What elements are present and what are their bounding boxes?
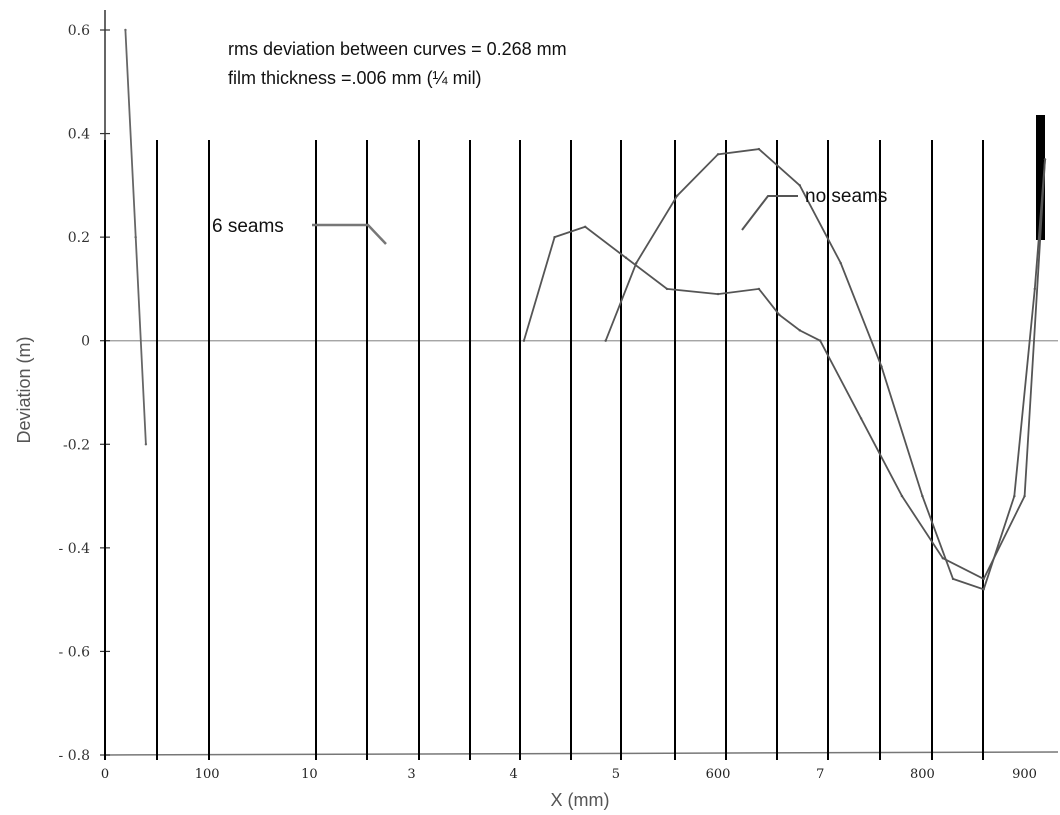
data-point [522, 339, 526, 342]
data-point [839, 261, 842, 265]
data-point [951, 577, 955, 581]
data-point [880, 365, 883, 368]
data-point [1043, 158, 1047, 161]
data-point [798, 329, 801, 332]
data-point [624, 256, 628, 260]
x-axis-line [104, 751, 1059, 756]
x-tick-label: 7 [816, 767, 824, 782]
x-tick-label: 0 [101, 767, 109, 782]
series-line [604, 148, 1046, 591]
data-point [859, 417, 863, 420]
y-tick-label: 0 [81, 334, 90, 350]
black-bar-mark [1036, 115, 1045, 240]
data-point [584, 225, 587, 228]
x-axis-label: X (mm) [551, 790, 610, 810]
labels: rms deviation between curves = 0.268 mm f… [14, 39, 887, 810]
data-point [716, 292, 720, 296]
data-point [1033, 287, 1036, 291]
data-point [798, 184, 801, 187]
data-point [553, 235, 556, 239]
series-label: 6 seams [212, 216, 284, 237]
curves [124, 28, 1047, 591]
data-point [757, 147, 761, 151]
series-label: no seams [805, 186, 887, 207]
data-point [124, 28, 127, 32]
x-tick-label: 800 [910, 767, 935, 782]
axes [104, 10, 1059, 756]
data-point [819, 339, 822, 342]
y-tick-label: 0.4 [68, 127, 90, 143]
y-axis-label: Deviation (m) [14, 336, 34, 443]
data-point [675, 194, 679, 197]
x-tick-label: 10 [301, 767, 318, 782]
data-point [665, 287, 669, 291]
annotation-line: film thickness =.006 mm (¼ mil) [228, 68, 482, 88]
annotation-line: rms deviation between curves = 0.268 mm [228, 39, 567, 59]
x-tick-label: 5 [612, 767, 620, 782]
x-tick-label: 900 [1012, 767, 1037, 782]
data-point [1013, 494, 1016, 498]
series-line [523, 159, 1046, 581]
data-point [778, 313, 781, 317]
data-point [900, 494, 904, 498]
x-tick-label: 100 [195, 767, 220, 782]
data-point [716, 153, 720, 156]
x-tick-label: 4 [510, 767, 518, 782]
x-tick-label: 3 [407, 767, 415, 782]
data-point [1023, 494, 1026, 498]
data-point [144, 443, 148, 446]
scan-dividers [104, 115, 1045, 760]
data-point [134, 235, 137, 239]
data-point [604, 339, 607, 342]
y-tick-label: 0.6 [68, 23, 90, 39]
y-tick-label: - 0.4 [59, 541, 91, 557]
data-point [982, 588, 985, 591]
data-point [757, 287, 761, 291]
x-tick-label: 600 [706, 767, 731, 782]
leader-line [741, 195, 798, 231]
y-tick-label: - 0.6 [59, 644, 91, 660]
data-point [921, 494, 924, 498]
leader-line [312, 223, 387, 245]
y-tick-label: 0.2 [68, 230, 90, 246]
ticks: 0.6 0.4 0.2 0 -0.2 - 0.4 - 0.6 - 0.8 0 100 10 3 4 5 60… [59, 23, 1037, 782]
data-point [941, 557, 945, 560]
data-point [982, 577, 985, 581]
y-tick-label: - 0.8 [59, 748, 90, 764]
data-point [635, 261, 638, 265]
y-tick-label: -0.2 [63, 437, 90, 453]
